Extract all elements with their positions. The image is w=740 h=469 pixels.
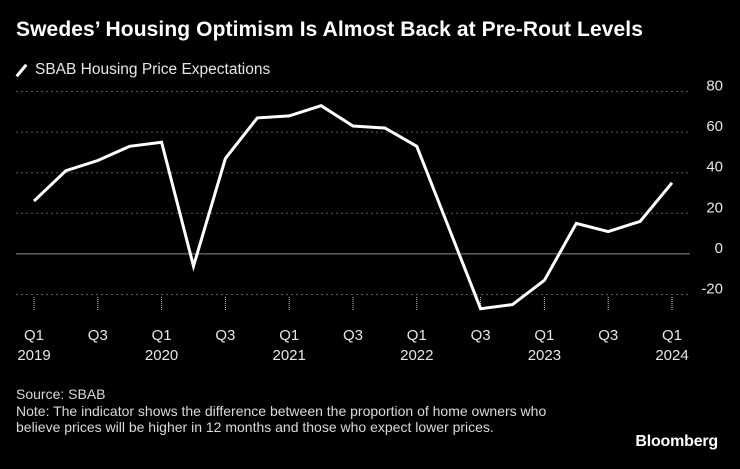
x-tick-label-year: 2024: [655, 347, 688, 364]
legend-label: SBAB Housing Price Expectations: [35, 61, 271, 78]
x-tick-label-quarter: Q3: [598, 327, 618, 344]
legend: SBAB Housing Price Expectations: [15, 61, 271, 79]
footer: Source: SBAB Note: The indicator shows t…: [16, 386, 576, 436]
y-tick-label: 40: [706, 159, 723, 176]
y-tick-label: 0: [715, 240, 723, 257]
x-tick-label-year: 2022: [400, 347, 433, 364]
x-tick-label-quarter: Q3: [215, 327, 235, 344]
x-tick-label-quarter: Q3: [88, 327, 108, 344]
x-tick-label-year: 2021: [273, 347, 306, 364]
x-tick-label-quarter: Q1: [24, 327, 44, 344]
x-tick-label-quarter: Q3: [343, 327, 363, 344]
x-axis-ticks: Q1 2019 Q3 Q1 2020 Q3 Q1 2021 Q3 Q1 2022 Q3 Q1 2023 Q3…: [17, 297, 689, 364]
y-axis-ticks: 80 60 40 20 0 -20: [701, 78, 723, 298]
x-tick-label-quarter: Q1: [662, 327, 682, 344]
x-tick-label-quarter: Q3: [471, 327, 491, 344]
series-line-sbab-housing-price-expectations: [32, 104, 674, 311]
x-tick-label-year: 2023: [528, 347, 561, 364]
y-tick-label: 60: [706, 118, 723, 135]
x-tick-label-year: 2019: [17, 347, 50, 364]
bloomberg-logo: Bloomberg: [635, 433, 718, 450]
source-note: Source: SBAB: [16, 386, 106, 402]
grid-lines: [16, 91, 690, 295]
x-tick-label-quarter: Q1: [279, 327, 299, 344]
x-tick-label-quarter: Q1: [534, 327, 554, 344]
x-tick-label-quarter: Q1: [407, 327, 427, 344]
series-lines: [32, 104, 674, 311]
y-tick-label: 80: [706, 78, 723, 95]
y-tick-label: -20: [701, 281, 723, 298]
methodology-note: Note: The indicator shows the difference…: [16, 402, 547, 436]
chart-title: Swedes’ Housing Optimism Is Almost Back …: [16, 18, 644, 41]
y-tick-label: 20: [706, 199, 723, 216]
x-tick-label-quarter: Q1: [152, 327, 172, 344]
x-tick-label-year: 2020: [145, 347, 178, 364]
